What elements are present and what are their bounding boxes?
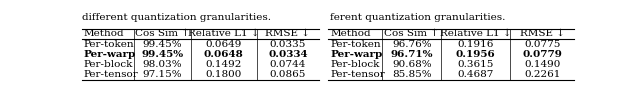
Text: RMSE ↓: RMSE ↓ (266, 29, 310, 38)
Text: Per-tensor: Per-tensor (330, 70, 385, 79)
Text: 0.0744: 0.0744 (269, 60, 306, 69)
Text: 0.1800: 0.1800 (205, 70, 242, 79)
Text: 96.76%: 96.76% (392, 40, 431, 49)
Text: ferent quantization granularities.: ferent quantization granularities. (330, 13, 506, 22)
Text: 0.2261: 0.2261 (524, 70, 561, 79)
Text: 0.0335: 0.0335 (269, 40, 306, 49)
Text: Method: Method (84, 29, 125, 38)
Text: Per-block: Per-block (84, 60, 133, 69)
Text: 0.1956: 0.1956 (456, 50, 496, 59)
Text: 0.1916: 0.1916 (458, 40, 494, 49)
Text: 97.15%: 97.15% (142, 70, 182, 79)
Text: 85.85%: 85.85% (392, 70, 431, 79)
Text: Per-warp: Per-warp (330, 50, 383, 59)
Text: 99.45%: 99.45% (142, 40, 182, 49)
Text: 0.0648: 0.0648 (204, 50, 244, 59)
Text: 0.4687: 0.4687 (458, 70, 494, 79)
Text: 0.0865: 0.0865 (269, 70, 306, 79)
Text: Per-block: Per-block (330, 60, 380, 69)
Text: 0.0649: 0.0649 (205, 40, 242, 49)
Text: Method: Method (330, 29, 371, 38)
Text: Per-token: Per-token (330, 40, 381, 49)
Text: different quantization granularities.: different quantization granularities. (83, 13, 271, 22)
Text: 98.03%: 98.03% (142, 60, 182, 69)
Text: RMSE ↓: RMSE ↓ (520, 29, 565, 38)
Text: 96.71%: 96.71% (390, 50, 433, 59)
Text: 0.1492: 0.1492 (205, 60, 242, 69)
Text: 0.1490: 0.1490 (524, 60, 561, 69)
Text: 0.0779: 0.0779 (522, 50, 563, 59)
Text: 90.68%: 90.68% (392, 60, 431, 69)
Text: 0.3615: 0.3615 (458, 60, 494, 69)
Text: 0.0775: 0.0775 (524, 40, 561, 49)
Text: Cos Sim ↑: Cos Sim ↑ (134, 29, 189, 38)
Text: Per-warp: Per-warp (84, 50, 136, 59)
Text: Per-tensor: Per-tensor (84, 70, 139, 79)
Text: Relative L1 ↓: Relative L1 ↓ (188, 29, 260, 38)
Text: Cos Sim ↑: Cos Sim ↑ (384, 29, 439, 38)
Text: Relative L1 ↓: Relative L1 ↓ (440, 29, 512, 38)
Text: 0.0334: 0.0334 (268, 50, 308, 59)
Text: Per-token: Per-token (84, 40, 134, 49)
Text: 99.45%: 99.45% (141, 50, 183, 59)
